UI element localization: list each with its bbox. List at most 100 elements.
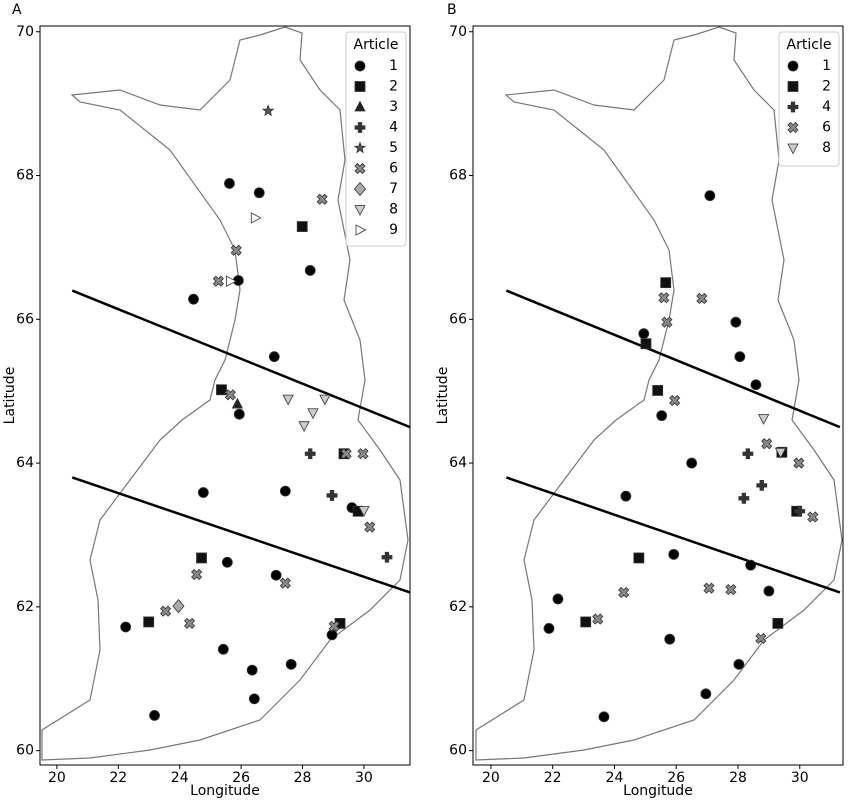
data-point [703, 582, 715, 594]
data-point [319, 394, 331, 406]
plot-frame [39, 25, 411, 766]
legend-label: 8 [822, 140, 831, 156]
data-point [160, 605, 172, 617]
data-point [261, 104, 275, 117]
data-point [793, 457, 805, 469]
y-tick-label: 64 [449, 455, 467, 471]
legend-title: Article [354, 37, 399, 53]
legend-label: 6 [822, 120, 831, 136]
data-point [772, 617, 784, 629]
x-tick-label: 22 [544, 770, 562, 786]
data-point [268, 351, 280, 363]
y-tick-label: 66 [449, 311, 467, 327]
data-point [250, 212, 262, 224]
legend-marker [354, 60, 366, 72]
data-point [279, 485, 291, 497]
y-tick-label: 68 [16, 168, 34, 184]
data-point [725, 584, 737, 596]
data-point [763, 585, 775, 597]
y-tick-label: 64 [16, 455, 34, 471]
y-tick-label: 70 [449, 24, 467, 40]
data-point [149, 709, 160, 721]
data-point [620, 490, 632, 502]
legend-label: 2 [389, 79, 398, 95]
data-point [304, 265, 316, 276]
x-tick-label: 24 [171, 770, 189, 786]
x-tick-label: 20 [48, 770, 66, 786]
data-point [172, 599, 185, 614]
boundary-line [505, 289, 841, 429]
legend-marker [354, 122, 366, 133]
data-point [120, 621, 132, 633]
data-point [143, 616, 155, 628]
legend-label: 4 [822, 99, 831, 115]
x-tick-label: 30 [791, 770, 809, 786]
data-point [755, 632, 767, 645]
data-point [658, 292, 670, 304]
data-point [231, 397, 244, 409]
data-point [807, 511, 819, 523]
data-point [733, 658, 745, 670]
x-tick-label: 20 [482, 770, 500, 786]
data-point [638, 328, 650, 340]
panel-label: B [447, 2, 457, 18]
data-point [298, 421, 310, 433]
data-point [270, 569, 282, 581]
y-tick-label: 60 [16, 743, 34, 759]
x-tick-label: 22 [109, 770, 127, 786]
data-point [696, 292, 708, 305]
x-tick-label: 30 [355, 770, 373, 786]
data-point [700, 688, 712, 700]
data-point [282, 394, 294, 406]
data-point [592, 613, 604, 625]
data-point [358, 506, 370, 517]
y-axis-label: Latitude [2, 367, 18, 425]
data-point [248, 693, 260, 705]
legend-label: 2 [822, 79, 831, 95]
plot-frame [472, 25, 844, 766]
data-point [285, 658, 297, 670]
data-point [757, 414, 770, 425]
boundary-line [71, 476, 411, 594]
legend-marker [787, 121, 799, 134]
legend-title: Article [787, 37, 832, 53]
legend-label: 8 [389, 202, 398, 218]
legend-marker [787, 101, 799, 113]
legend-marker [354, 100, 366, 112]
data-point [742, 448, 754, 460]
data-point [750, 379, 762, 391]
x-tick-label: 28 [729, 770, 747, 786]
data-point [230, 244, 242, 256]
data-point [381, 551, 393, 563]
data-point [668, 548, 680, 560]
data-point [794, 505, 806, 517]
x-tick-label: 26 [667, 770, 685, 786]
x-tick-label: 28 [294, 770, 312, 786]
data-point [340, 448, 352, 460]
y-tick-label: 62 [16, 599, 34, 615]
data-point [307, 408, 319, 420]
panel-label: A [12, 2, 22, 18]
data-point [552, 593, 564, 605]
data-point [233, 408, 245, 420]
data-point [212, 275, 224, 287]
boundary-line [71, 289, 411, 429]
data-point [217, 643, 229, 655]
data-point [253, 187, 265, 199]
data-point [734, 351, 746, 363]
legend-marker [354, 205, 366, 216]
legend-marker [354, 81, 366, 92]
data-point [730, 316, 742, 328]
x-tick-label: 26 [232, 770, 250, 786]
legend-marker [354, 162, 366, 175]
data-point [686, 457, 698, 469]
y-axis-label: Latitude [435, 367, 451, 425]
y-tick-label: 70 [16, 24, 34, 40]
data-point [357, 448, 369, 460]
data-point [669, 394, 681, 407]
legend-label: 1 [822, 58, 831, 74]
data-point [224, 178, 235, 189]
data-point [756, 479, 768, 491]
